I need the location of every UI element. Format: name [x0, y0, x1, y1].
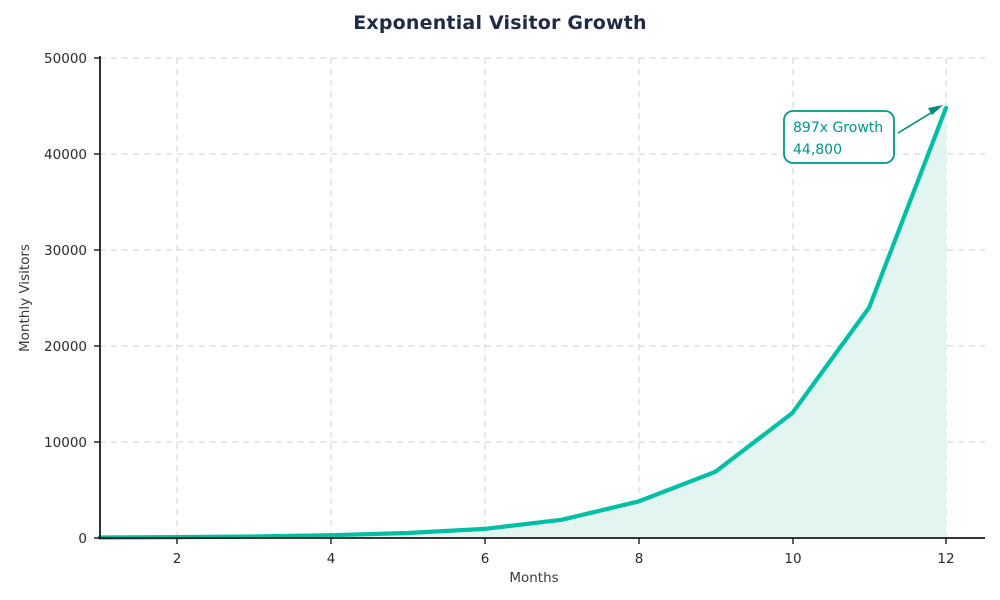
y-tick-label: 0 — [78, 531, 87, 547]
page-title: Exponential Visitor Growth — [353, 12, 647, 34]
annotation-callout[interactable]: 897x Growth 44,800 — [783, 110, 895, 164]
x-tick-marks — [176, 538, 947, 544]
y-tick-labels: 0 10000 20000 30000 40000 50000 — [44, 51, 87, 547]
x-tick-label: 6 — [481, 551, 490, 567]
y-tick-marks — [94, 57, 100, 539]
y-tick-label: 50000 — [44, 51, 87, 67]
annotation-value-label: 44,800 — [793, 142, 842, 158]
x-tick-label: 2 — [173, 551, 182, 567]
x-axis-title: Months — [509, 570, 558, 586]
y-tick-label: 40000 — [44, 147, 87, 163]
series-line — [97, 105, 949, 540]
series-area-fill — [100, 107, 946, 539]
annotation-growth-label: 897x Growth — [793, 120, 883, 136]
y-tick-label: 20000 — [44, 339, 87, 355]
y-axis-title: Monthly Visitors — [17, 244, 33, 352]
annotation-arrow — [897, 105, 943, 134]
y-tick-label: 10000 — [44, 435, 87, 451]
y-tick-label: 30000 — [44, 243, 87, 259]
x-tick-label: 4 — [327, 551, 336, 567]
x-tick-label: 8 — [635, 551, 644, 567]
annotation-box — [783, 110, 895, 164]
x-tick-label: 10 — [784, 551, 801, 567]
x-tick-labels: 2 4 6 8 10 12 — [173, 551, 955, 567]
x-tick-label: 12 — [937, 551, 954, 567]
